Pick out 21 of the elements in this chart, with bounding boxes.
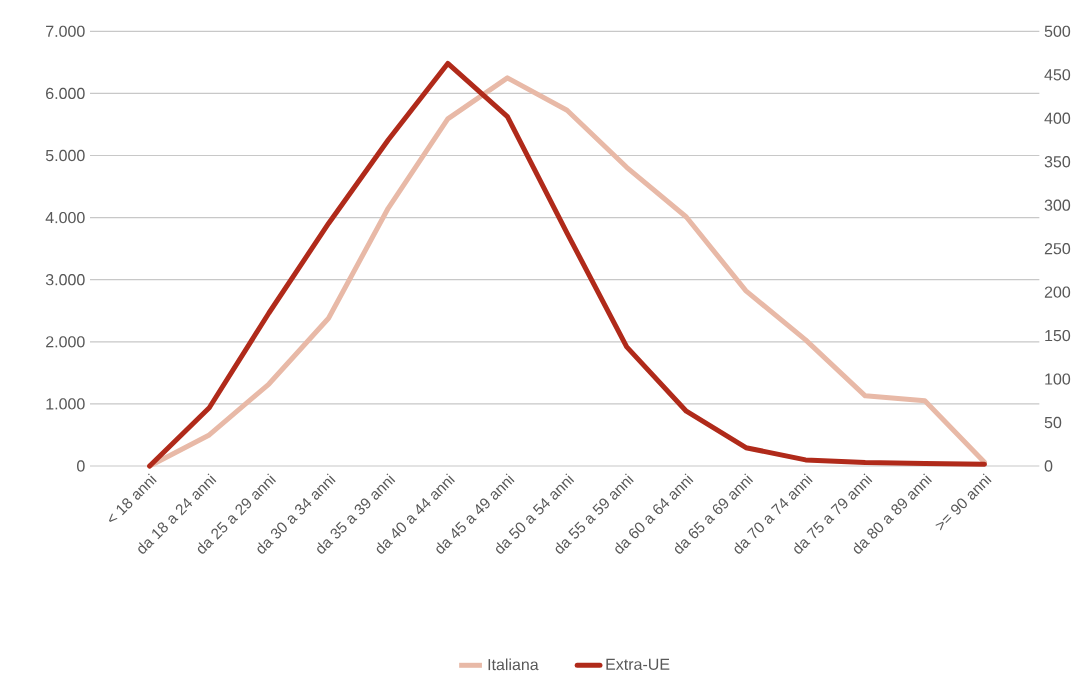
y2-tick-label: 500 bbox=[1044, 25, 1071, 37]
y-tick-label: 2.000 bbox=[46, 335, 85, 348]
y-tick-label: 7.000 bbox=[46, 25, 85, 37]
y-tick-label: 5.000 bbox=[45, 149, 85, 161]
y2-tick-label: 300 bbox=[1044, 199, 1071, 211]
legend-label: Italiana bbox=[488, 658, 539, 671]
y2-tick-label: 50 bbox=[1044, 416, 1062, 428]
y2-tick-label: 350 bbox=[1044, 155, 1071, 168]
legend-label: Extra-UE bbox=[606, 658, 670, 670]
y2-tick-label: 450 bbox=[1044, 68, 1071, 81]
y-tick-label: 6.000 bbox=[46, 87, 85, 99]
y2-tick-label: 200 bbox=[1044, 286, 1071, 298]
y2-tick-label: 0 bbox=[1044, 460, 1053, 472]
y2-tick-label: 250 bbox=[1044, 242, 1071, 255]
y2-tick-label: 100 bbox=[1045, 373, 1071, 385]
y-tick-label: 0 bbox=[77, 460, 85, 472]
y2-tick-label: 150 bbox=[1045, 329, 1071, 342]
y-tick-label: 3.000 bbox=[45, 273, 85, 286]
y-tick-label: 4.000 bbox=[45, 211, 85, 224]
y-tick-label: 1.000 bbox=[46, 398, 85, 410]
y2-tick-label: 400 bbox=[1044, 112, 1071, 124]
